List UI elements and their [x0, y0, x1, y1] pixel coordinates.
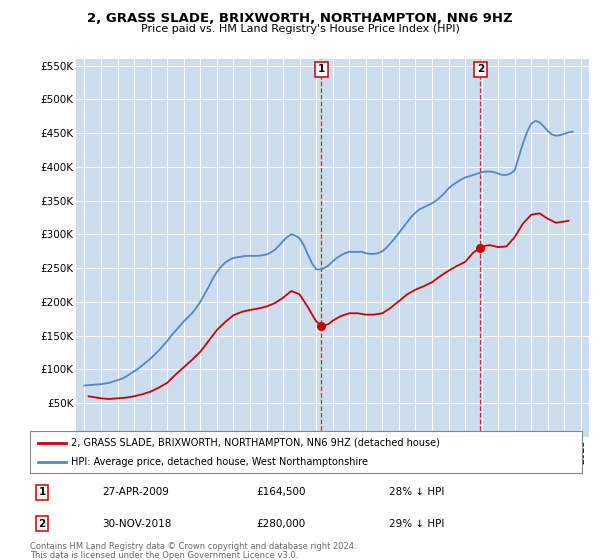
- Text: Price paid vs. HM Land Registry's House Price Index (HPI): Price paid vs. HM Land Registry's House …: [140, 24, 460, 34]
- Text: 2, GRASS SLADE, BRIXWORTH, NORTHAMPTON, NN6 9HZ: 2, GRASS SLADE, BRIXWORTH, NORTHAMPTON, …: [87, 12, 513, 25]
- Text: 28% ↓ HPI: 28% ↓ HPI: [389, 487, 444, 497]
- Text: 30-NOV-2018: 30-NOV-2018: [102, 519, 171, 529]
- Text: HPI: Average price, detached house, West Northamptonshire: HPI: Average price, detached house, West…: [71, 458, 368, 467]
- Text: 2, GRASS SLADE, BRIXWORTH, NORTHAMPTON, NN6 9HZ (detached house): 2, GRASS SLADE, BRIXWORTH, NORTHAMPTON, …: [71, 438, 440, 448]
- Text: Contains HM Land Registry data © Crown copyright and database right 2024.: Contains HM Land Registry data © Crown c…: [30, 542, 356, 550]
- Text: 29% ↓ HPI: 29% ↓ HPI: [389, 519, 444, 529]
- Text: £280,000: £280,000: [256, 519, 305, 529]
- Text: £164,500: £164,500: [256, 487, 306, 497]
- Text: 1: 1: [318, 64, 325, 74]
- Text: 2: 2: [38, 519, 46, 529]
- Text: 1: 1: [38, 487, 46, 497]
- Text: This data is licensed under the Open Government Licence v3.0.: This data is licensed under the Open Gov…: [30, 551, 298, 560]
- Text: 27-APR-2009: 27-APR-2009: [102, 487, 169, 497]
- Text: 2: 2: [476, 64, 484, 74]
